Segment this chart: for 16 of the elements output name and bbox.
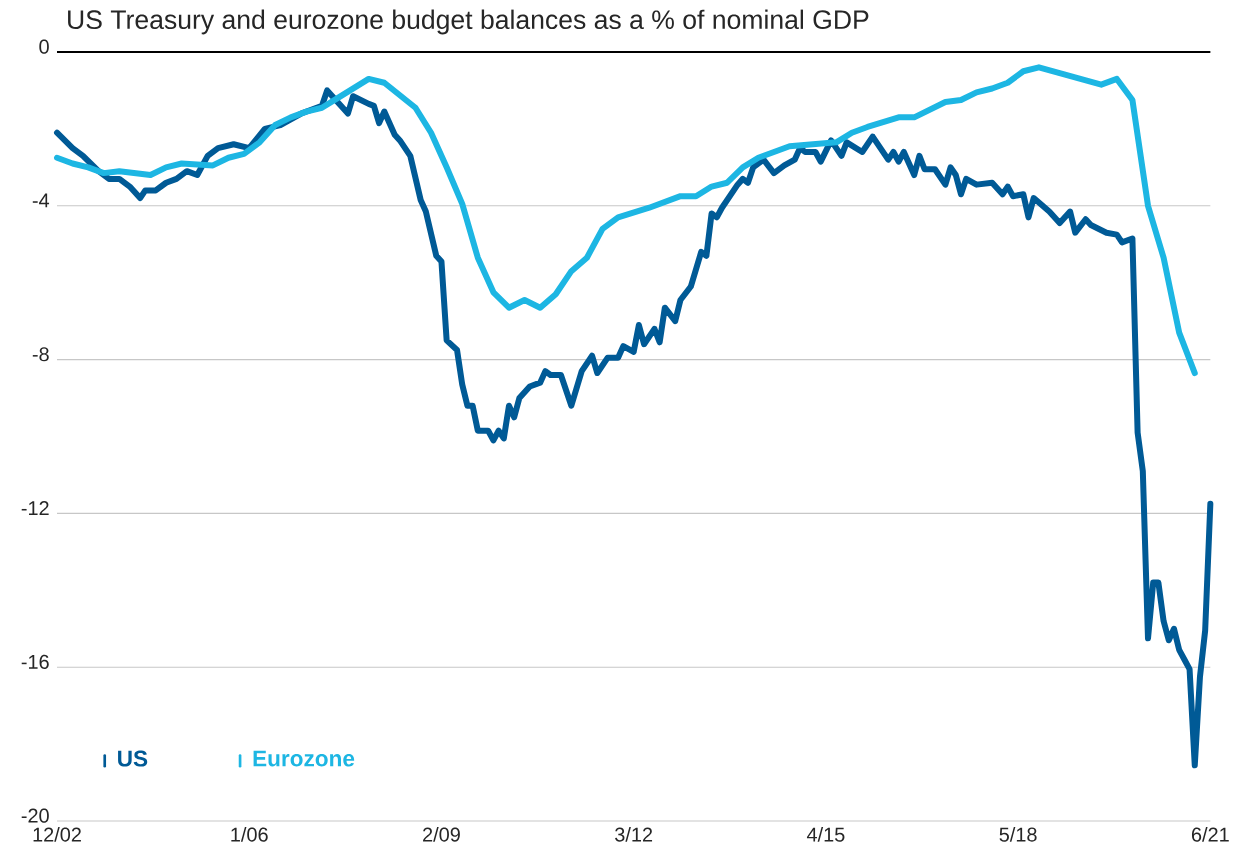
x-tick-label: 5/18 [999, 827, 1037, 842]
x-tick-label: 3/12 [615, 827, 653, 842]
y-tick-label: -8 [32, 347, 49, 362]
y-tick-label: -16 [21, 654, 49, 669]
legend-label: US [118, 750, 148, 767]
x-tick-label: 6/21 [1191, 827, 1229, 842]
x-tick-label: 2/09 [423, 827, 460, 842]
legend-label: Eurozone [253, 750, 355, 767]
x-tick-label: 12/02 [33, 827, 81, 842]
chart-title: US Treasury and eurozone budget balances as a % of nominal GDP [68, 9, 869, 35]
x-tick-label: 1/06 [231, 827, 268, 842]
y-tick-label: -4 [32, 193, 50, 208]
x-tick-label: 4/15 [806, 827, 845, 842]
y-tick-label: 0 [39, 39, 49, 54]
y-tick-label: -20 [21, 808, 49, 823]
y-tick-label: -12 [21, 501, 49, 516]
